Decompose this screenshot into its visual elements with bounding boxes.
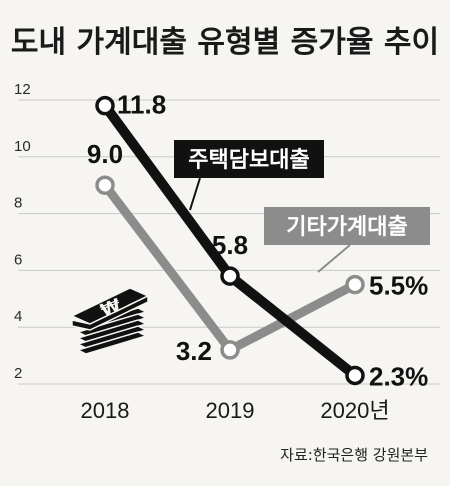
data-label: 11.8 (117, 90, 166, 120)
series-tag-box (264, 207, 430, 245)
y-tick-label: 4 (14, 308, 22, 325)
y-tick-label: 8 (14, 195, 22, 212)
series-tag-box (174, 140, 324, 178)
y-tick-label: 2 (14, 365, 22, 382)
series-layer (95, 95, 365, 386)
data-label: 3.2 (176, 336, 212, 366)
data-point (220, 340, 240, 360)
y-axis-ticks: 2 4 6 8 10 12 (14, 81, 31, 382)
data-label: 2.3% (369, 361, 428, 391)
data-labels: 11.8 5.8 2.3% 9.0 3.2 5.5% (87, 90, 428, 392)
tag-leader-line (317, 244, 351, 273)
series-tag-label: 주택담보대출 (188, 148, 309, 173)
series-tag-label: 기타가계대출 (286, 215, 407, 240)
y-tick-label: 6 (14, 251, 22, 268)
data-point (345, 274, 365, 295)
data-point (95, 175, 115, 195)
data-label: 5.8 (212, 230, 248, 260)
data-point (220, 266, 240, 286)
source-note: 자료:한국은행 강원본부 (280, 446, 428, 464)
x-tick-label: 2020년 (320, 398, 389, 423)
money-stack-icon: ₩ (70, 287, 150, 355)
x-axis-ticks: 2018 2019 2020년 (81, 398, 390, 423)
y-tick-label: 10 (14, 138, 31, 155)
data-label: 9.0 (87, 139, 123, 169)
chart-title: 도내 가계대출 유형별 증가율 추이 (11, 25, 439, 60)
y-tick-label: 12 (14, 81, 31, 98)
tag-leader-line (189, 177, 201, 211)
data-point (95, 95, 115, 116)
data-point (345, 365, 365, 386)
x-tick-label: 2019 (206, 398, 255, 423)
data-label: 5.5% (369, 271, 428, 301)
x-tick-label: 2018 (81, 398, 130, 423)
